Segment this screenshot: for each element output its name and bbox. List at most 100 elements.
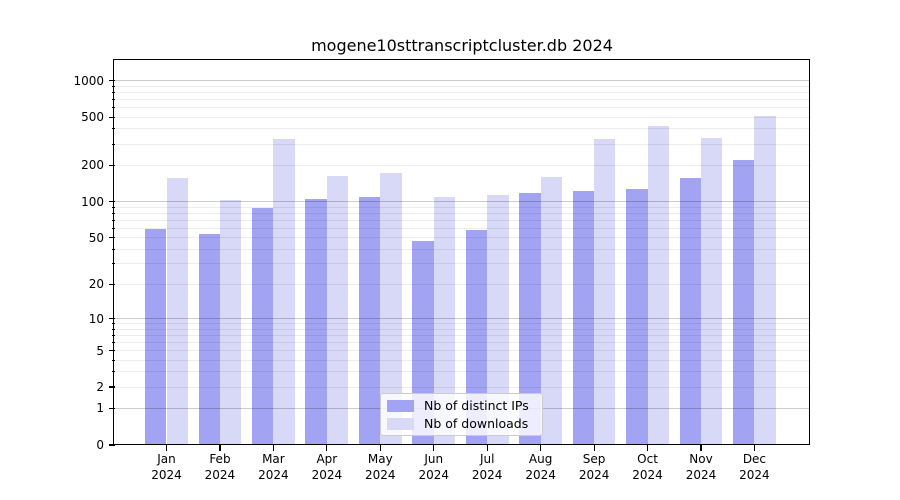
x-tick-year: 2024 — [418, 467, 450, 482]
x-tick-month: Jan — [157, 452, 176, 466]
x-tick-mark — [379, 445, 381, 451]
bar-downloads-may — [380, 173, 402, 445]
x-tick-year: 2024 — [258, 467, 289, 482]
bar-downloads-feb — [219, 200, 242, 445]
y-tick-label: 0 — [96, 438, 104, 452]
y-tick-mark — [109, 407, 115, 410]
bar-downloads-mar — [273, 138, 295, 445]
y-tick-mark — [109, 80, 115, 82]
gridline-minor — [114, 237, 810, 239]
x-tick-year: 2024 — [632, 467, 663, 482]
chart-title: mogene10sttranscriptcluster.db 2024 — [311, 36, 613, 55]
bar-distinct-ips-sep — [572, 190, 595, 445]
y-minor-tick-mark — [111, 107, 115, 109]
legend-label-distinct-ips: Nb of distinct IPs — [424, 398, 529, 413]
y-minor-tick-mark — [111, 143, 115, 145]
bar-distinct-ips-oct — [626, 189, 648, 445]
y-minor-tick-mark — [111, 386, 115, 388]
x-tick-month: Nov — [689, 452, 713, 466]
y-tick-mark — [109, 317, 115, 320]
bar-distinct-ips-feb — [198, 233, 220, 445]
x-tick-month: Aug — [528, 452, 553, 466]
bar-downloads-nov — [701, 137, 723, 445]
y-minor-tick-mark — [111, 91, 115, 93]
gridline-minor — [114, 371, 810, 373]
y-tick-label: 100 — [81, 194, 104, 209]
x-tick-year: 2024 — [365, 467, 396, 482]
gridline-minor — [114, 212, 810, 214]
legend-swatch-distinct-ips — [387, 399, 414, 412]
bar-distinct-ips-jul — [465, 230, 488, 445]
x-tick-label: Sep 2024 — [567, 452, 621, 483]
y-minor-tick-mark — [111, 116, 115, 118]
y-tick-label: 1 — [96, 401, 104, 416]
x-tick-month: May — [367, 452, 393, 466]
y-tick-label: 1000 — [73, 73, 104, 88]
y-minor-tick-mark — [111, 212, 115, 214]
x-tick-mark — [700, 445, 702, 451]
gridline-minor — [114, 227, 810, 229]
gridline-minor — [114, 85, 810, 87]
x-tick-mark — [219, 445, 221, 451]
gridline-minor — [114, 248, 810, 250]
x-tick-mark — [272, 445, 274, 451]
x-tick-mark — [540, 445, 542, 451]
y-minor-tick-mark — [111, 328, 115, 330]
x-tick-month: Dec — [742, 452, 767, 466]
bar-downloads-aug — [540, 176, 563, 445]
y-minor-tick-mark — [111, 359, 115, 361]
gridline-minor — [114, 99, 810, 101]
x-tick-year: 2024 — [525, 467, 556, 482]
gridline-major — [114, 318, 810, 320]
bar-downloads-jun — [433, 197, 456, 445]
y-tick-label: 2 — [96, 380, 104, 395]
gridline-minor — [114, 323, 810, 325]
bar-distinct-ips-apr — [305, 199, 327, 445]
y-tick-label: 10 — [88, 311, 104, 326]
x-tick-label: May 2024 — [353, 452, 407, 483]
bar-distinct-ips-may — [358, 196, 381, 445]
x-tick-month: Feb — [209, 452, 231, 466]
y-minor-tick-mark — [111, 341, 115, 343]
gridline-minor — [114, 263, 810, 265]
legend-item-downloads: Nb of downloads — [387, 417, 536, 430]
x-tick-year: 2024 — [471, 467, 503, 482]
legend-label-downloads: Nb of downloads — [424, 416, 529, 431]
x-tick-year: 2024 — [204, 467, 236, 482]
legend: Nb of distinct IPs Nb of downloads — [380, 393, 543, 436]
x-tick-year: 2024 — [685, 467, 717, 482]
y-tick-label: 500 — [81, 110, 104, 125]
x-tick-label: Mar 2024 — [246, 452, 300, 483]
x-tick-label: Oct 2024 — [621, 452, 675, 483]
y-tick-mark — [109, 444, 115, 446]
x-tick-label: Aug 2024 — [514, 452, 568, 483]
gridline-minor — [114, 386, 810, 388]
y-minor-tick-mark — [111, 334, 115, 336]
bar-distinct-ips-dec — [733, 159, 755, 445]
x-tick-month: Jul — [479, 452, 495, 466]
gridline-minor — [114, 206, 810, 208]
x-tick-label: Jun 2024 — [407, 452, 461, 483]
y-minor-tick-mark — [111, 99, 115, 101]
bar-downloads-sep — [594, 139, 616, 445]
y-tick-label: 20 — [88, 277, 104, 292]
gridline-minor — [114, 143, 810, 145]
bar-downloads-jul — [487, 194, 509, 445]
y-tick-label: 50 — [88, 230, 104, 245]
gridline-minor — [114, 128, 810, 130]
gridline-major — [114, 201, 810, 203]
bar-distinct-ips-mar — [252, 208, 274, 445]
bar-distinct-ips-nov — [679, 178, 701, 445]
x-tick-mark — [593, 445, 595, 451]
y-minor-tick-mark — [111, 248, 115, 250]
gridline-minor — [114, 219, 810, 221]
y-minor-tick-mark — [111, 227, 115, 229]
bar-downloads-apr — [326, 175, 349, 445]
y-tick-mark — [109, 201, 115, 203]
gridline-minor — [114, 341, 810, 343]
x-tick-year: 2024 — [311, 467, 343, 482]
gridline-minor — [114, 164, 810, 166]
gridline-minor — [114, 334, 810, 336]
gridline-minor — [114, 350, 810, 352]
